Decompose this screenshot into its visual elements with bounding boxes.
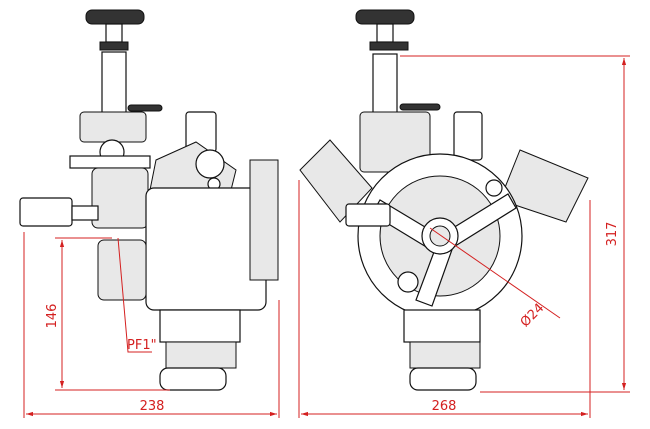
width-label: 238: [140, 399, 165, 414]
front-dimensions: 268 317 Ø24: [298, 55, 630, 418]
height-label: 317: [605, 222, 620, 247]
side-dimensions: 238 146 PF1": [23, 232, 280, 418]
width-label: 268: [432, 399, 457, 414]
side-view: [19, 9, 279, 391]
height-label: 146: [45, 304, 60, 329]
front-view: [299, 9, 589, 391]
diameter-label: Ø24: [518, 301, 548, 331]
port-label: PF1": [127, 338, 157, 353]
